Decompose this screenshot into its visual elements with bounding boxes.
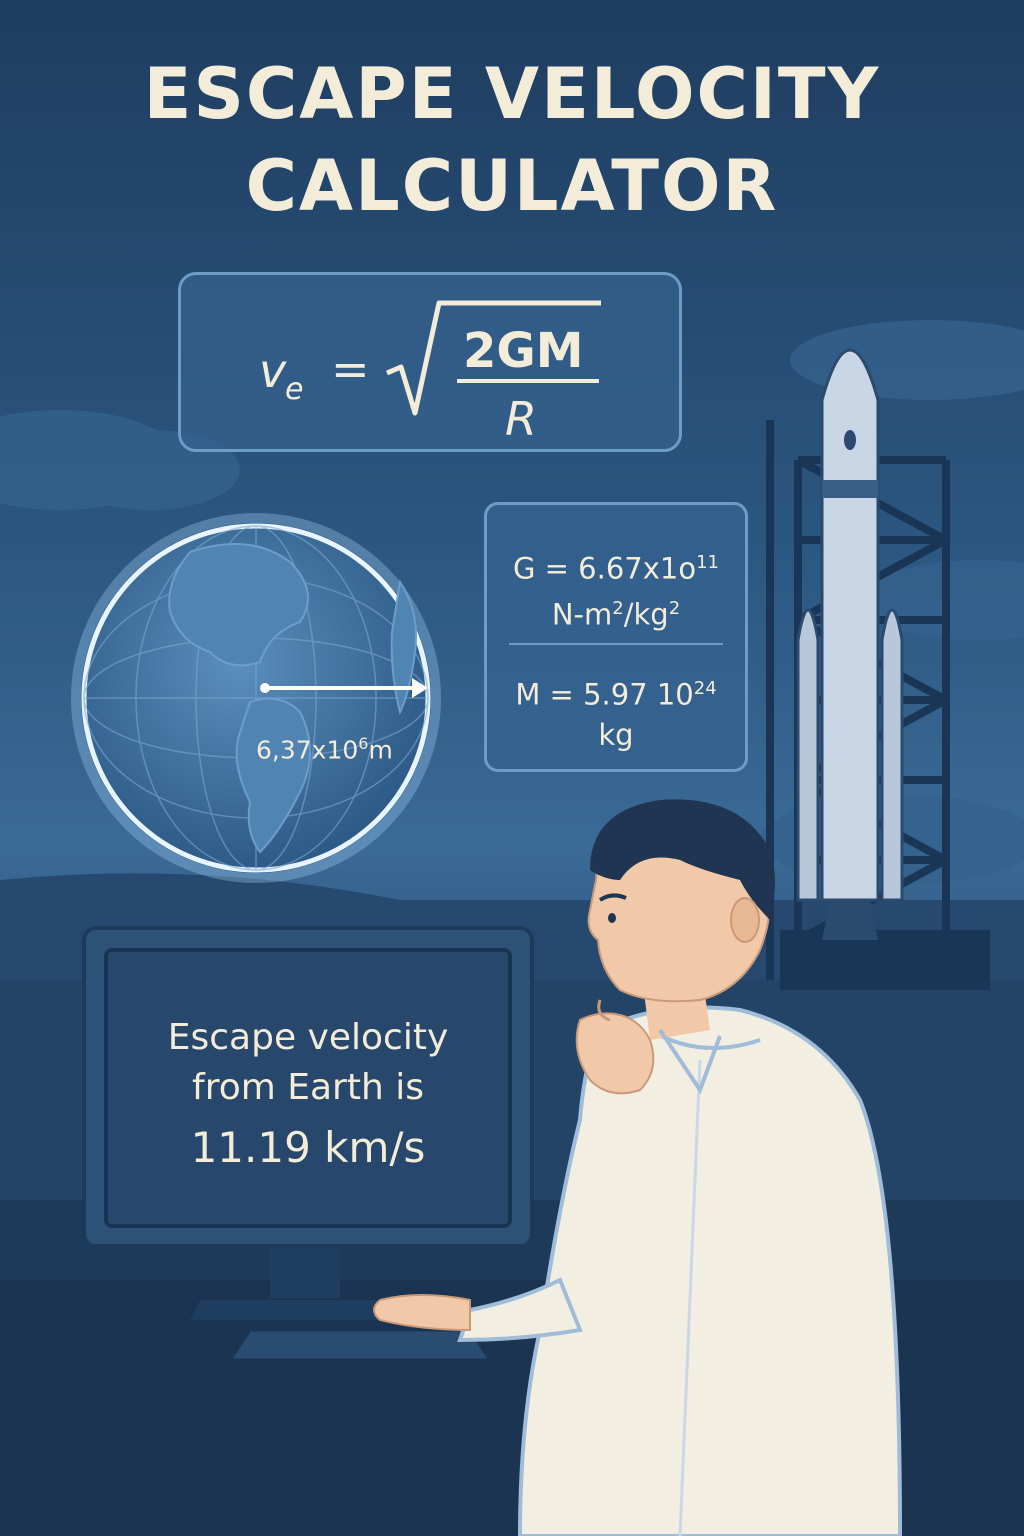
- lab-coat: [517, 1005, 903, 1536]
- constants-divider: [509, 643, 723, 645]
- earth-mass: M = 5.97 1024 kg: [487, 669, 745, 755]
- scientist-hair: [590, 799, 775, 920]
- continents: [168, 543, 417, 854]
- g-unit-a: N-m: [551, 597, 613, 632]
- title-line-1: ESCAPE VELOCITY: [143, 53, 881, 135]
- m-unit: kg: [598, 717, 634, 752]
- result-line-1: Escape velocity: [167, 1017, 449, 1058]
- rocket: [796, 348, 904, 940]
- g-unit-sup1: 2: [612, 597, 624, 619]
- launch-pad: [780, 930, 990, 990]
- g-value: G = 6.67x1o: [512, 551, 697, 586]
- formula-panel: v e = 2GM R: [178, 272, 682, 452]
- formula-lhs-subscript: e: [285, 372, 303, 407]
- formula-equals: =: [331, 342, 370, 396]
- constants-panel: G = 6.67x1o11 N-m2/kg2 M = 5.97 1024 kg: [484, 502, 748, 772]
- earth-icon: [71, 513, 441, 883]
- left-arm: [457, 1277, 583, 1343]
- formula-numerator: 2GM: [463, 323, 584, 379]
- m-value: M = 5.97 10: [515, 677, 694, 712]
- earth-globe: [70, 512, 442, 884]
- keyboard: [227, 1328, 493, 1362]
- computer-monitor: Escape velocity from Earth is 11.19 km/s: [82, 926, 534, 1248]
- result-value: 11.19 km/s: [190, 1123, 426, 1172]
- earth-radius-label: 6,37x106m: [256, 734, 393, 764]
- left-hand: [373, 1294, 471, 1332]
- monitor-stand: [190, 1248, 410, 1320]
- formula-denominator: R: [505, 392, 537, 446]
- escape-velocity-formula: v e = 2GM R: [259, 300, 601, 446]
- title-line-2: CALCULATOR: [245, 145, 779, 227]
- g-exponent: 11: [696, 552, 720, 573]
- square-root-sign: [386, 300, 601, 416]
- g-unit-sup2: 2: [668, 597, 681, 619]
- radius-unit: m: [368, 735, 393, 765]
- page-title: ESCAPE VELOCITY CALCULATOR: [0, 48, 1024, 232]
- formula-lhs: v: [259, 344, 287, 398]
- result-line-2: from Earth is: [192, 1067, 424, 1108]
- m-exponent: 24: [693, 678, 717, 699]
- radius-exponent: 6: [358, 734, 369, 753]
- radius-value: 6,37x10: [256, 735, 359, 765]
- scientist-eye: [608, 913, 616, 923]
- right-hand: [575, 1012, 655, 1095]
- monitor-screen: Escape velocity from Earth is 11.19 km/s: [104, 948, 512, 1228]
- gravitational-constant: G = 6.67x1o11 N-m2/kg2: [487, 543, 745, 634]
- scientist-figure: [373, 799, 903, 1536]
- g-unit-b: /kg: [623, 597, 669, 632]
- arrow-head-icon: [412, 678, 428, 698]
